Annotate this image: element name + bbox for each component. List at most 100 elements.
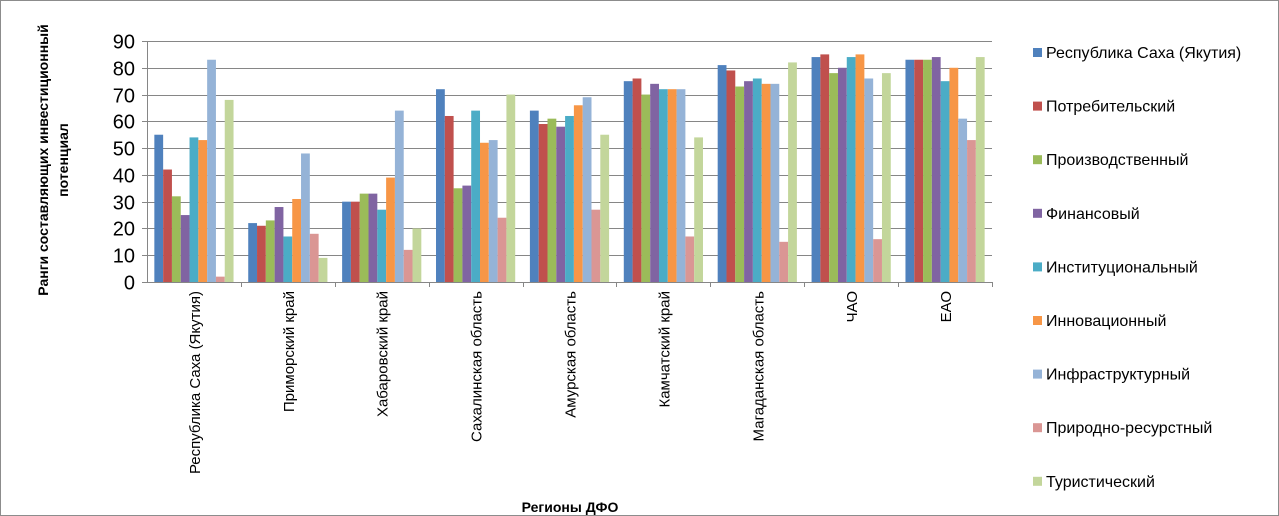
x-category-label: Сахалинская область <box>469 291 486 442</box>
x-category-label: ЕАО <box>938 291 955 322</box>
bar <box>292 198 302 282</box>
bar <box>923 59 932 282</box>
y-axis-title-line: Ранги составляющих инвестиционный <box>35 24 51 295</box>
bar <box>538 124 548 282</box>
legend-swatch <box>1033 208 1042 218</box>
bar <box>650 83 659 282</box>
bar <box>198 140 208 282</box>
bar <box>667 89 677 282</box>
bar <box>265 220 275 282</box>
legend-item: Институциональный <box>1033 259 1198 276</box>
bar <box>462 185 472 282</box>
legend-label: Республика Саха (Якутия) <box>1046 45 1241 62</box>
x-category-label: Приморский край <box>281 291 298 412</box>
y-tick-label: 80 <box>113 59 135 81</box>
y-tick-label: 50 <box>113 139 135 161</box>
bar <box>717 65 727 282</box>
legend-label: Потребительский <box>1046 99 1175 116</box>
bar <box>318 257 328 282</box>
bar <box>632 78 642 283</box>
bar <box>591 209 601 282</box>
legend-swatch <box>1033 423 1042 433</box>
bar <box>301 153 310 282</box>
bar <box>436 89 445 282</box>
legend-label: Туристический <box>1046 474 1155 491</box>
bar <box>453 188 463 282</box>
bar <box>761 83 771 282</box>
y-tick-label: 20 <box>113 219 135 241</box>
bar <box>171 196 181 282</box>
bar <box>377 209 387 282</box>
bar <box>342 201 351 282</box>
bar <box>248 223 258 282</box>
bar <box>864 78 874 283</box>
legend-swatch <box>1033 369 1042 379</box>
bar <box>735 86 745 283</box>
bar <box>207 59 216 282</box>
x-category-label: Амурская область <box>563 291 580 418</box>
x-category-label: ЧАО <box>844 291 861 322</box>
bar <box>350 201 360 282</box>
axis-labels: 0 10 20 30 40 50 60 70 80 90 Республика Саха (Якут… <box>35 24 955 515</box>
bar <box>386 177 395 282</box>
legend-item: Инфраструктурный <box>1033 367 1190 384</box>
legend-item: Республика Саха (Якутия) <box>1033 45 1241 62</box>
bar <box>444 115 454 282</box>
y-tick-label: 60 <box>113 112 135 134</box>
bar <box>931 57 941 282</box>
legend-swatch <box>1033 155 1042 165</box>
bar <box>359 193 369 282</box>
bar <box>855 54 865 282</box>
bar <box>811 57 821 282</box>
bar <box>480 142 489 282</box>
bar <box>726 70 736 283</box>
bar <box>694 137 703 282</box>
legend-label: Финансовый <box>1046 206 1140 223</box>
bar <box>846 57 856 282</box>
bar <box>829 73 838 282</box>
bar <box>873 239 882 282</box>
bar <box>975 57 985 282</box>
y-tick-label: 30 <box>113 193 135 215</box>
y-tick-label: 10 <box>113 246 135 268</box>
bar <box>274 207 284 282</box>
bar <box>752 78 762 283</box>
bar <box>565 115 574 282</box>
x-axis-title: Регионы ДФО <box>522 499 619 515</box>
y-tick-label: 90 <box>113 32 135 54</box>
y-tick-label: 40 <box>113 166 135 188</box>
bar <box>394 110 404 283</box>
legend-item: Финансовый <box>1033 206 1140 223</box>
bar <box>940 81 950 282</box>
bar <box>914 59 924 282</box>
bar <box>189 137 199 282</box>
x-category-label: Камчатский край <box>656 291 673 408</box>
legend-label: Инфраструктурный <box>1046 367 1190 384</box>
bar <box>949 67 959 282</box>
bar <box>641 94 651 282</box>
bar <box>488 140 498 282</box>
bar <box>779 241 789 282</box>
legend: Республика Саха (Якутия) Потребительский П… <box>1033 45 1241 491</box>
legend-item: Туристический <box>1033 474 1155 491</box>
bar <box>497 217 507 282</box>
bar <box>820 54 830 282</box>
bar <box>881 73 891 282</box>
legend-swatch <box>1033 316 1042 325</box>
bars <box>154 54 985 283</box>
bar <box>556 126 566 282</box>
bar <box>224 99 234 282</box>
axes <box>142 41 993 287</box>
bar <box>573 105 583 283</box>
legend-label: Институциональный <box>1046 259 1198 276</box>
bar <box>744 81 753 282</box>
bar <box>368 193 378 282</box>
bar <box>471 110 481 283</box>
bar <box>215 276 225 282</box>
bar <box>676 89 686 282</box>
x-category-label: Республика Саха (Якутия) <box>187 291 204 474</box>
legend-item: Потребительский <box>1033 99 1175 116</box>
bar <box>412 228 422 282</box>
